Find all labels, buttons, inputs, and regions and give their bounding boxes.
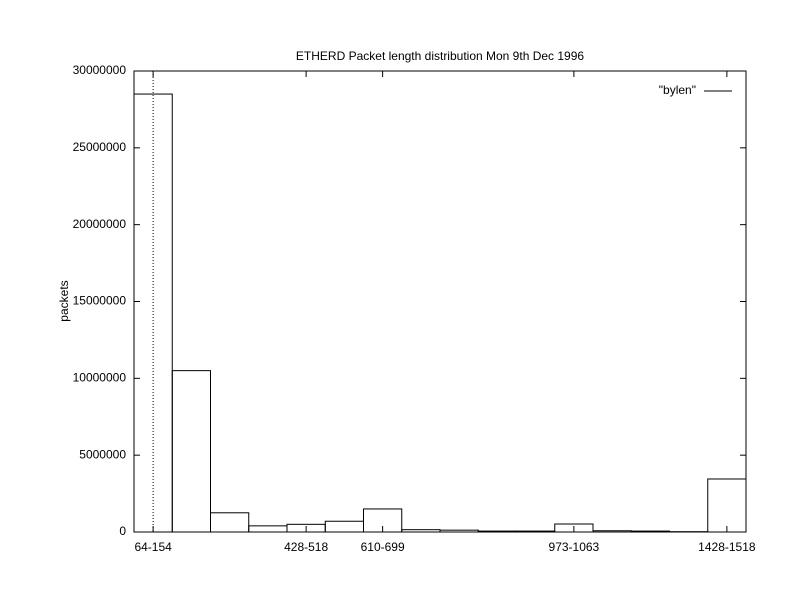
- y-tick-label: 20000000: [73, 217, 127, 231]
- x-tick-label: 64-154: [134, 540, 172, 554]
- y-tick-label: 5000000: [79, 447, 126, 461]
- y-tick-label: 0: [119, 524, 126, 538]
- y-tick-label: 15000000: [73, 294, 127, 308]
- legend-label: "bylen": [659, 83, 696, 97]
- x-tick-label: 973-1063: [549, 540, 600, 554]
- chart-title: ETHERD Packet length distribution Mon 9t…: [296, 49, 584, 63]
- y-tick-label: 30000000: [73, 63, 127, 77]
- x-tick-label: 428-518: [284, 540, 328, 554]
- plot-area: 0 5000000 10000000 15000000 20000000 25000000…: [73, 63, 756, 554]
- x-tick-label: 610-699: [361, 540, 405, 554]
- x-tick-label: 1428-1518: [698, 540, 756, 554]
- y-tick-label: 25000000: [73, 140, 127, 154]
- y-tick-label: 10000000: [73, 371, 127, 385]
- y-axis-label: packets: [57, 280, 71, 321]
- plot-frame: [133, 70, 747, 533]
